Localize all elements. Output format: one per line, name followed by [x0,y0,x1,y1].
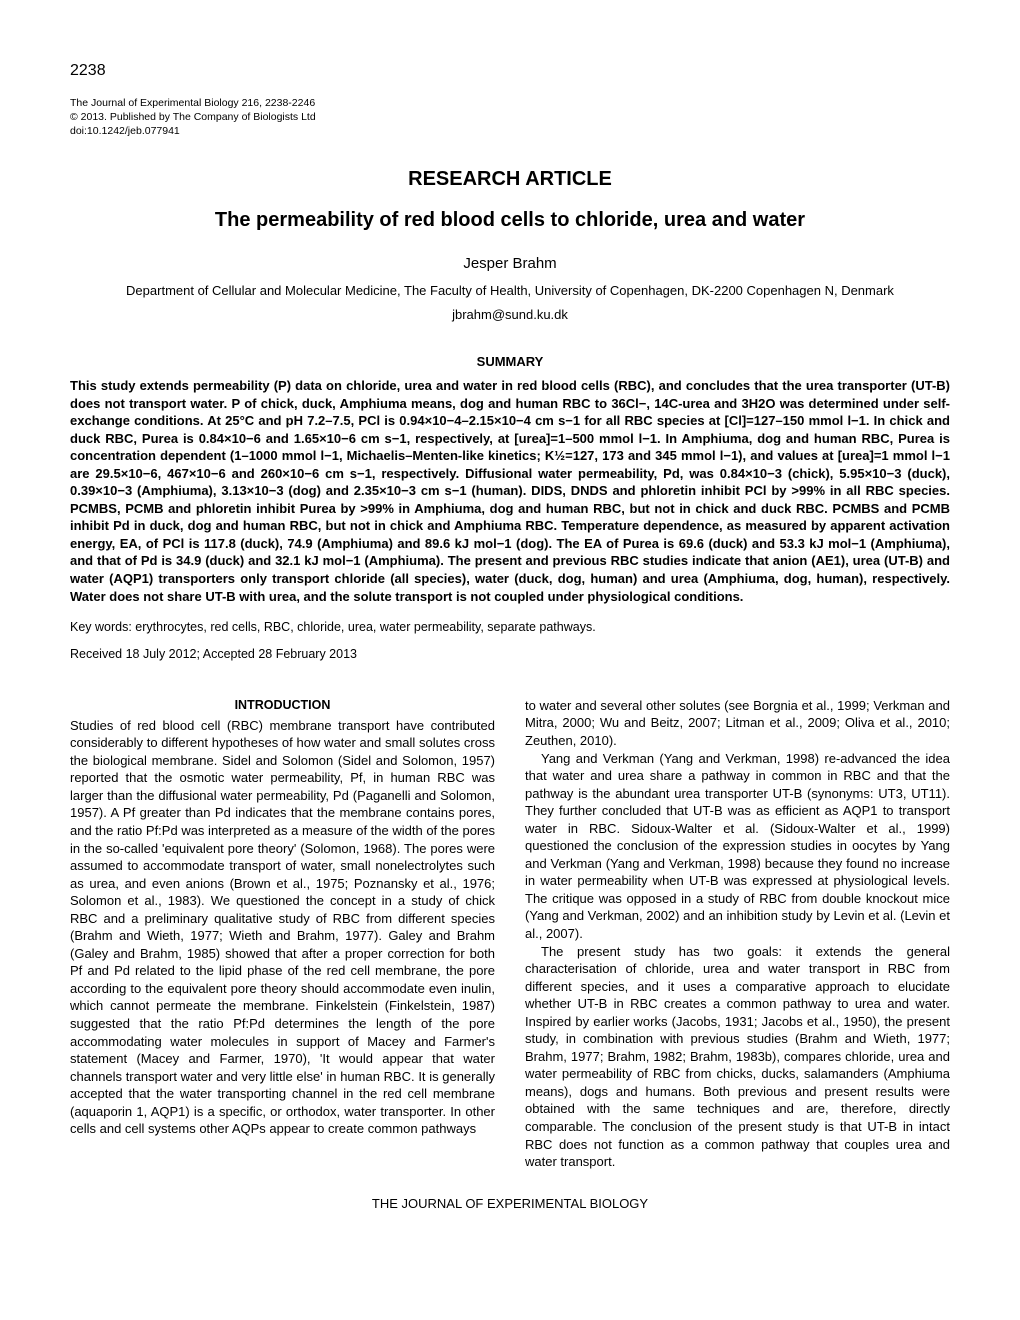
body-paragraph: Studies of red blood cell (RBC) membrane… [70,717,495,1138]
body-paragraph: The present study has two goals: it exte… [525,943,950,1171]
left-column: INTRODUCTION Studies of red blood cell (… [70,697,495,1171]
author: Jesper Brahm [70,254,950,274]
keywords: Key words: erythrocytes, red cells, RBC,… [70,619,950,636]
article-title: The permeability of red blood cells to c… [70,207,950,234]
journal-info: The Journal of Experimental Biology 216,… [70,96,950,139]
summary-heading: SUMMARY [70,353,950,371]
introduction-heading: INTRODUCTION [70,697,495,714]
journal-line: © 2013. Published by The Company of Biol… [70,110,950,124]
footer: THE JOURNAL OF EXPERIMENTAL BIOLOGY [70,1195,950,1213]
received-accepted: Received 18 July 2012; Accepted 28 Febru… [70,646,950,663]
article-type: RESEARCH ARTICLE [70,166,950,193]
right-column: to water and several other solutes (see … [525,697,950,1171]
author-email: jbrahm@sund.ku.dk [70,306,950,324]
body-paragraph: to water and several other solutes (see … [525,697,950,750]
body-paragraph: Yang and Verkman (Yang and Verkman, 1998… [525,750,950,943]
page-number: 2238 [70,60,950,82]
journal-line: The Journal of Experimental Biology 216,… [70,96,950,110]
body-columns: INTRODUCTION Studies of red blood cell (… [70,697,950,1171]
affiliation: Department of Cellular and Molecular Med… [70,282,950,300]
summary-text: This study extends permeability (P) data… [70,377,950,605]
journal-line: doi:10.1242/jeb.077941 [70,124,950,138]
